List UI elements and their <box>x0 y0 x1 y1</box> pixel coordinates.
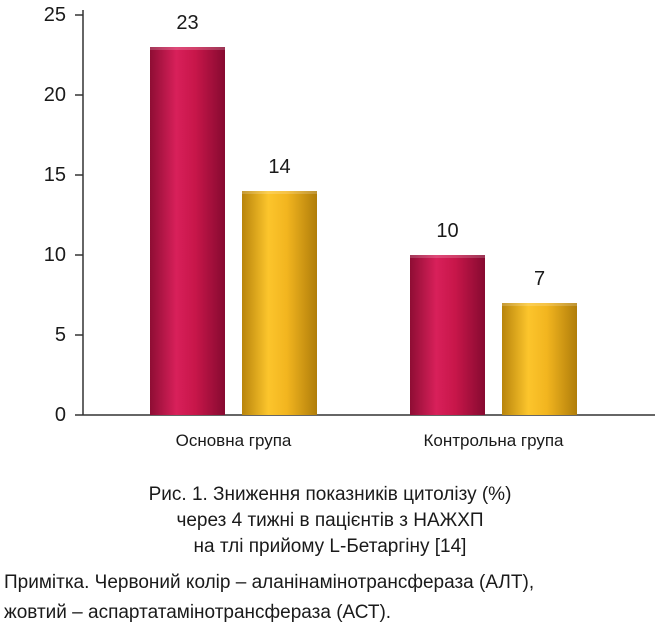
bar-highlight <box>150 47 225 50</box>
note-line-1: Примітка. Червоний колір – аланінамінотр… <box>4 572 535 593</box>
bar-value-label: 14 <box>268 156 290 178</box>
bar-value-label: 10 <box>436 220 458 242</box>
y-tick-label: 25 <box>44 4 66 26</box>
y-ticks: 0 5 10 15 20 25 <box>44 4 83 426</box>
x-categories: Основна група Контрольна група <box>176 431 564 450</box>
bar-highlight <box>502 303 577 306</box>
figure-caption-line-2: через 4 тижні в пацієнтів з НАЖХП <box>176 510 484 531</box>
bars <box>150 47 577 415</box>
y-tick-label: 10 <box>44 244 66 266</box>
bar <box>410 255 485 415</box>
bar-value-label: 7 <box>534 268 545 290</box>
bar <box>150 47 225 415</box>
data-labels: 23 14 10 7 <box>176 12 545 290</box>
figure-caption-line-3: на тлі прийому L-Бетаргіну [14] <box>193 536 467 557</box>
figure-caption-line-1: Рис. 1. Зниження показників цитолізу (%) <box>148 484 512 505</box>
y-tick-label: 5 <box>55 324 66 346</box>
bar-chart: 0 5 10 15 20 25 23 14 10 7 Основна група Контроль… <box>44 4 655 450</box>
y-tick-label: 0 <box>55 404 66 426</box>
x-category-label: Основна група <box>176 431 292 450</box>
y-tick-label: 15 <box>44 164 66 186</box>
bar-highlight <box>242 191 317 194</box>
bar <box>502 303 577 415</box>
bar-highlight <box>410 255 485 258</box>
bar <box>242 191 317 415</box>
y-tick-label: 20 <box>44 84 66 106</box>
bar-value-label: 23 <box>176 12 198 34</box>
note-line-2: жовтий – аспартатамінотрансфераза (АСТ). <box>4 602 392 623</box>
x-category-label: Контрольна група <box>423 431 564 450</box>
